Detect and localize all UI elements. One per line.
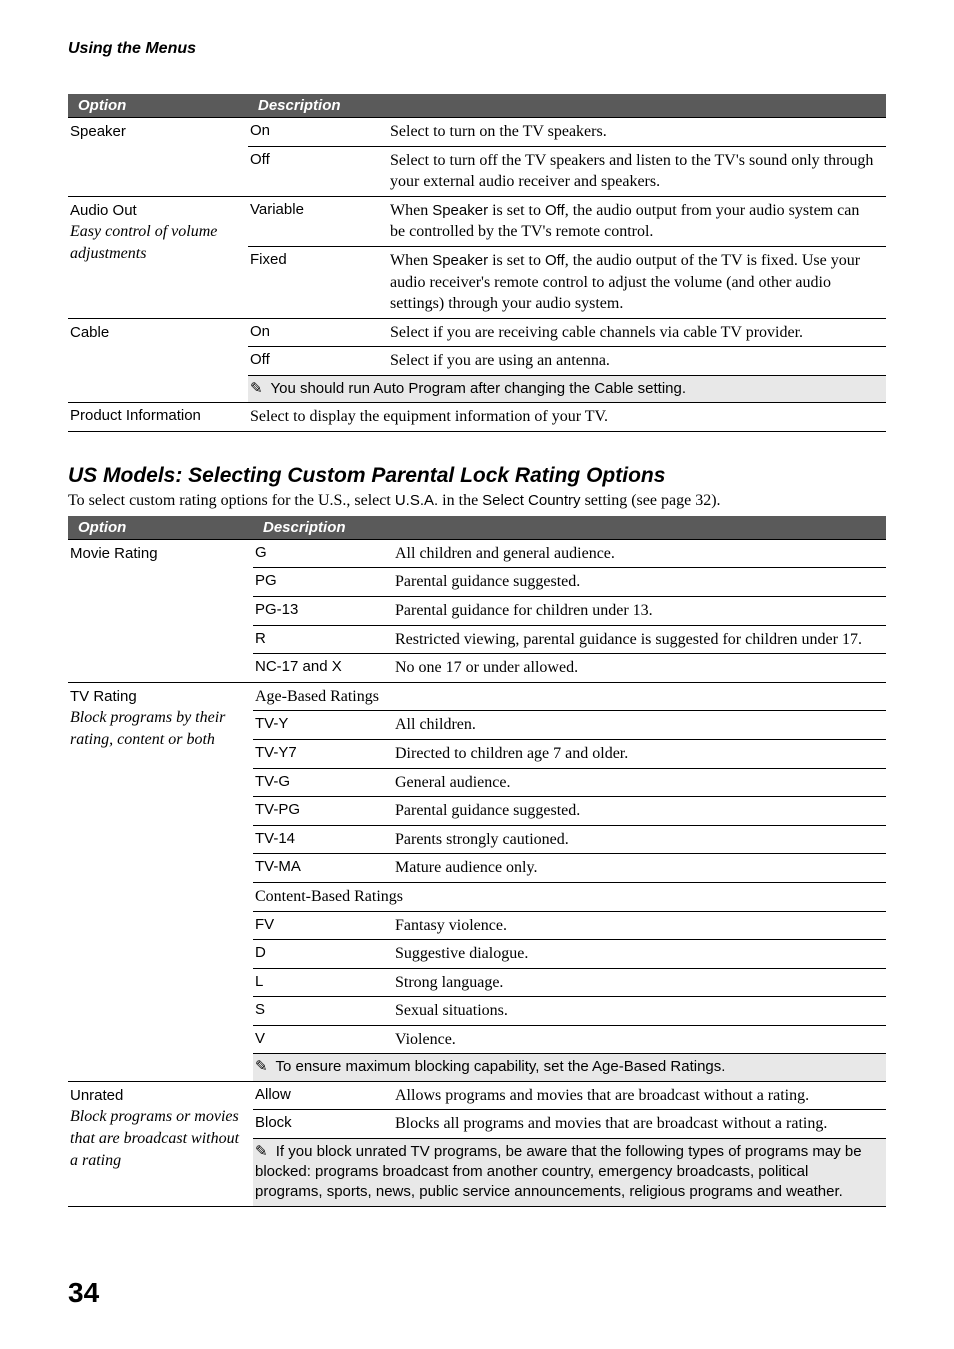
- option-description: Parental guidance for children under 13.: [393, 596, 886, 625]
- option-value: PG-13: [253, 596, 393, 625]
- option-value: TV-PG: [253, 797, 393, 826]
- note-icon: ✎: [255, 1057, 268, 1077]
- option-description: Select to turn on the TV speakers.: [388, 118, 886, 147]
- option-description: Restricted viewing, parental guidance is…: [393, 625, 886, 654]
- rating-group-header: Age-Based Ratings: [253, 682, 886, 711]
- options-table-1: Option Description SpeakerOnSelect to tu…: [68, 94, 886, 432]
- option-cell: Cable: [68, 318, 248, 402]
- col-description-header: Description: [253, 516, 886, 540]
- intro-text: To select custom rating options for the …: [68, 492, 886, 510]
- option-description: Sexual situations.: [393, 997, 886, 1026]
- options-table-2: Option Description Movie RatingGAll chil…: [68, 516, 886, 1207]
- option-value: FV: [253, 911, 393, 940]
- option-cell: Movie Rating: [68, 539, 253, 682]
- option-value: D: [253, 940, 393, 969]
- option-value: TV-G: [253, 768, 393, 797]
- option-description: Select to turn off the TV speakers and l…: [388, 146, 886, 196]
- page-header: Using the Menus: [68, 40, 886, 58]
- option-value: R: [253, 625, 393, 654]
- option-value: Block: [253, 1110, 393, 1139]
- option-value: TV-Y7: [253, 739, 393, 768]
- option-label: Speaker: [70, 123, 126, 140]
- option-subtext: Easy control of volume adjustments: [70, 223, 217, 262]
- option-description: Select to display the equipment informat…: [248, 403, 886, 432]
- option-value: G: [253, 539, 393, 568]
- option-value: TV-Y: [253, 711, 393, 740]
- option-description: Fantasy violence.: [393, 911, 886, 940]
- option-label: Unrated: [70, 1087, 123, 1104]
- option-cell: Speaker: [68, 118, 248, 197]
- option-subtext: Block programs by their rating, content …: [70, 709, 225, 748]
- option-description: When Speaker is set to Off, the audio ou…: [388, 246, 886, 318]
- option-description: No one 17 or under allowed.: [393, 654, 886, 683]
- option-value: Allow: [253, 1081, 393, 1110]
- option-value: S: [253, 997, 393, 1026]
- col-description-header: Description: [248, 94, 886, 118]
- option-label: Cable: [70, 324, 109, 341]
- page-number: 34: [68, 1277, 886, 1309]
- option-description: Mature audience only.: [393, 854, 886, 883]
- option-description: All children and general audience.: [393, 539, 886, 568]
- option-subtext: Block programs or movies that are broadc…: [70, 1108, 239, 1168]
- option-description: Select if you are receiving cable channe…: [388, 318, 886, 347]
- note-icon: ✎: [255, 1142, 268, 1162]
- option-description: Parents strongly cautioned.: [393, 825, 886, 854]
- option-description: Violence.: [393, 1025, 886, 1054]
- option-description: General audience.: [393, 768, 886, 797]
- col-option-header: Option: [68, 94, 248, 118]
- option-description: Strong language.: [393, 968, 886, 997]
- option-value: V: [253, 1025, 393, 1054]
- option-value: On: [248, 318, 388, 347]
- option-description: Blocks all programs and movies that are …: [393, 1110, 886, 1139]
- option-value: On: [248, 118, 388, 147]
- col-option-header: Option: [68, 516, 253, 540]
- option-description: Parental guidance suggested.: [393, 568, 886, 597]
- note-icon: ✎: [250, 379, 263, 399]
- option-description: When Speaker is set to Off, the audio ou…: [388, 196, 886, 246]
- option-label: TV Rating: [70, 688, 137, 705]
- option-label: Product Information: [68, 403, 248, 432]
- option-value: Variable: [248, 196, 388, 246]
- option-value: Off: [248, 146, 388, 196]
- option-description: All children.: [393, 711, 886, 740]
- option-description: Allows programs and movies that are broa…: [393, 1081, 886, 1110]
- option-label: Movie Rating: [70, 545, 158, 562]
- option-value: TV-14: [253, 825, 393, 854]
- option-label: Audio Out: [70, 202, 137, 219]
- option-description: Directed to children age 7 and older.: [393, 739, 886, 768]
- option-note: ✎ You should run Auto Program after chan…: [248, 375, 886, 402]
- option-value: L: [253, 968, 393, 997]
- option-value: PG: [253, 568, 393, 597]
- option-description: Parental guidance suggested.: [393, 797, 886, 826]
- option-cell: TV Rating Block programs by their rating,…: [68, 682, 253, 1081]
- option-note: ✎ If you block unrated TV programs, be a…: [253, 1138, 886, 1206]
- option-note: ✎ To ensure maximum blocking capability,…: [253, 1054, 886, 1081]
- option-description: Select if you are using an antenna.: [388, 347, 886, 376]
- option-cell: Audio Out Easy control of volume adjustme…: [68, 196, 248, 318]
- option-value: TV-MA: [253, 854, 393, 883]
- option-cell: Unrated Block programs or movies that are…: [68, 1081, 253, 1206]
- option-description: Suggestive dialogue.: [393, 940, 886, 969]
- rating-group-header: Content-Based Ratings: [253, 882, 886, 911]
- subsection-heading: US Models: Selecting Custom Parental Loc…: [68, 464, 886, 488]
- option-value: Off: [248, 347, 388, 376]
- option-value: Fixed: [248, 246, 388, 318]
- option-value: NC-17 and X: [253, 654, 393, 683]
